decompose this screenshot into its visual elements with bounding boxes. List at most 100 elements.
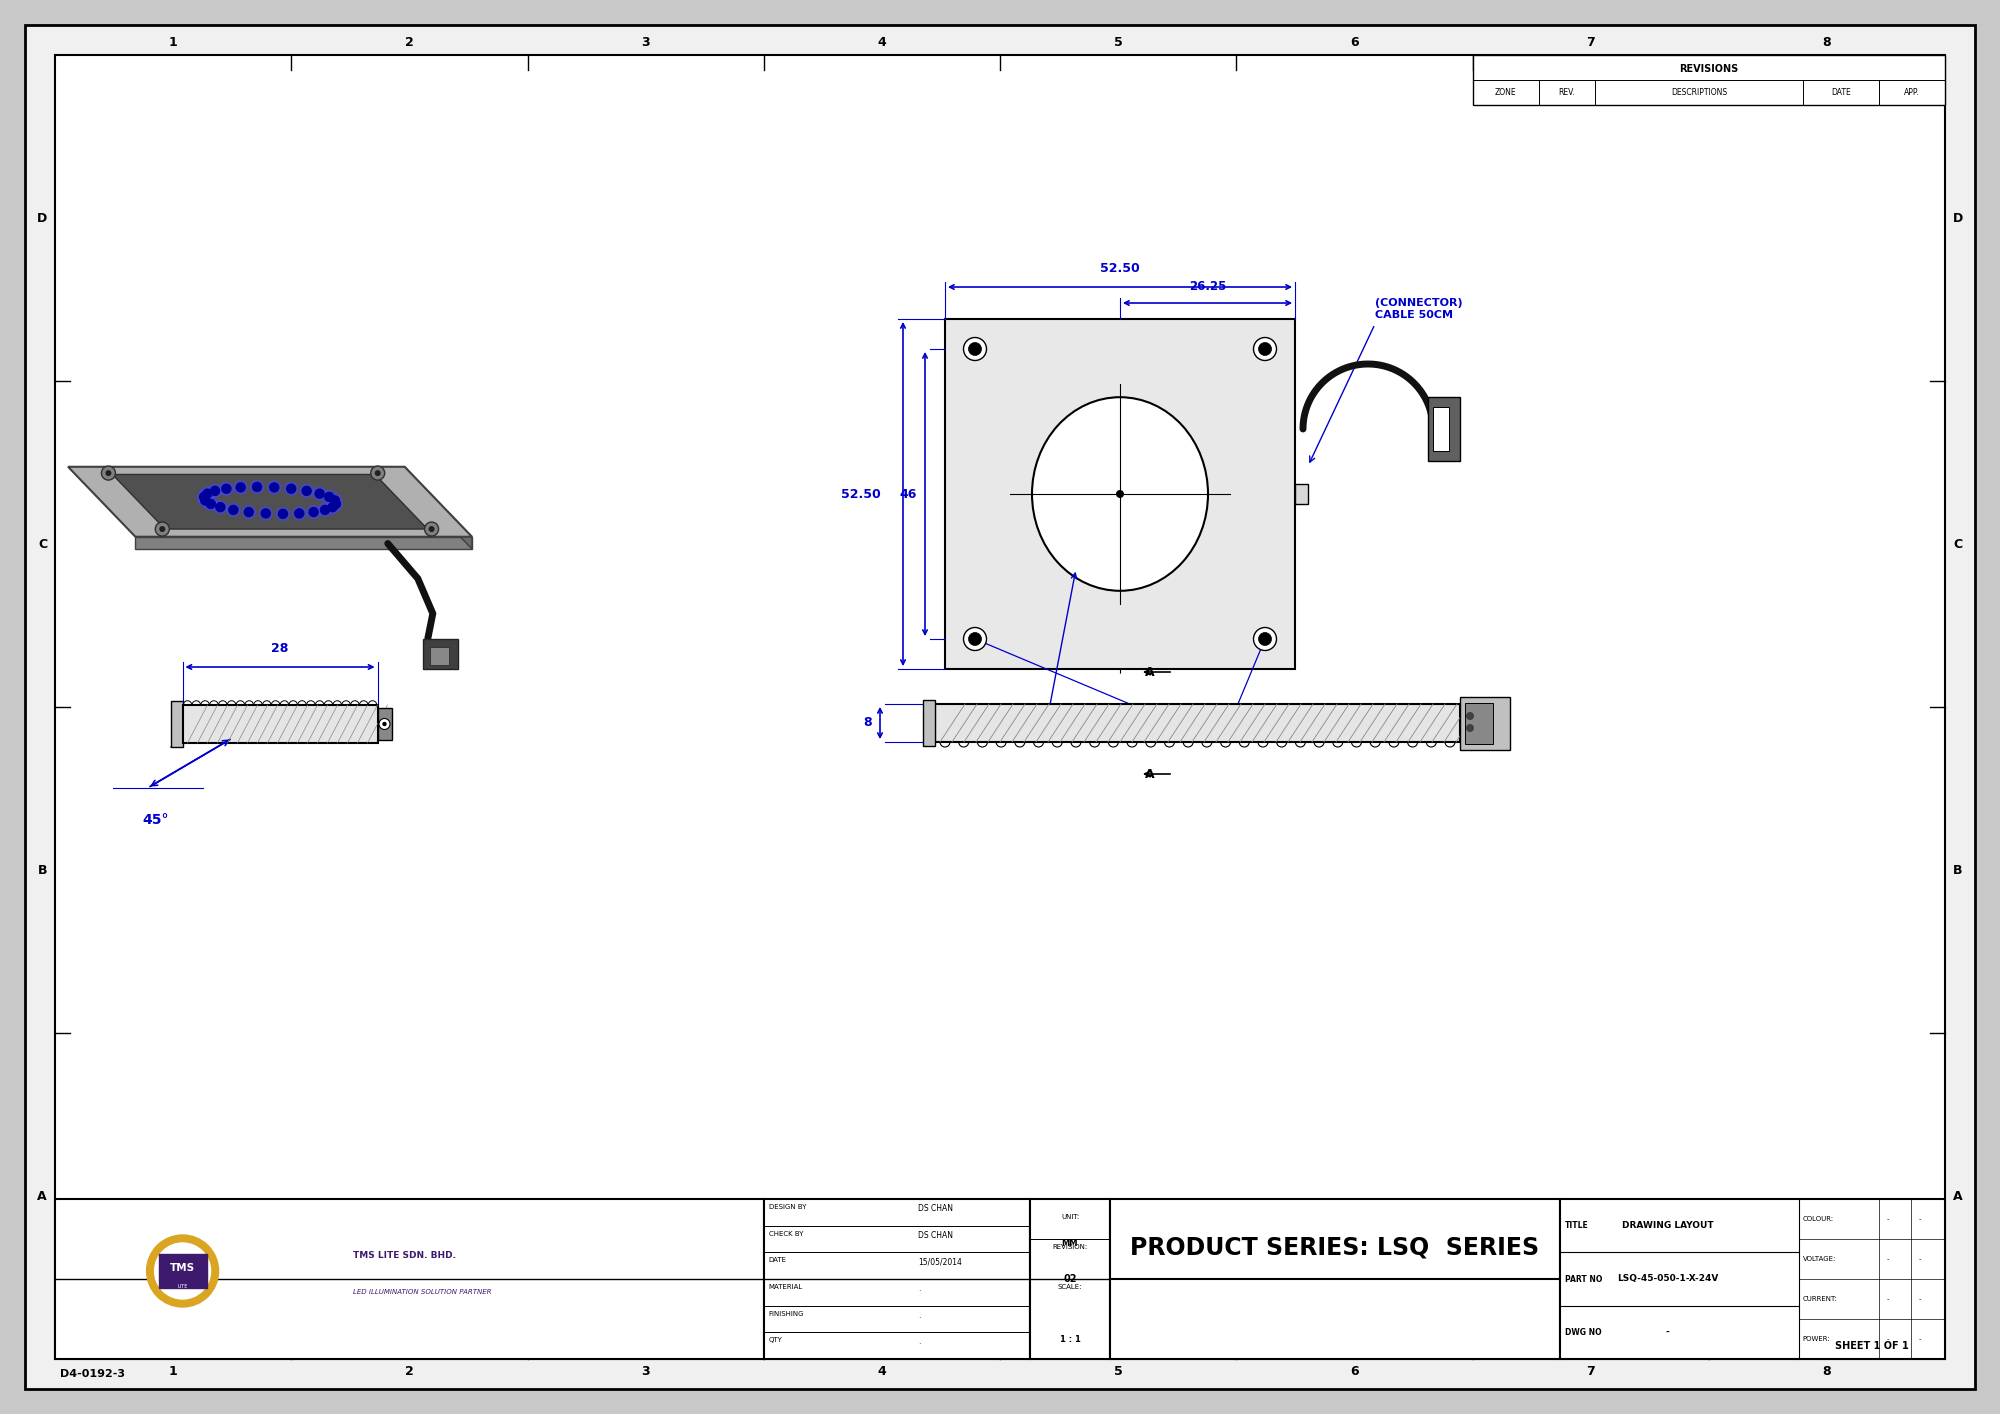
Text: 02: 02: [1064, 1274, 1076, 1284]
Text: 45°: 45°: [142, 813, 170, 827]
Text: CHECK BY: CHECK BY: [768, 1230, 804, 1237]
Text: 2: 2: [406, 35, 414, 49]
Text: -: -: [1886, 1297, 1888, 1302]
Text: LITE: LITE: [178, 1284, 188, 1288]
Text: -: -: [1886, 1336, 1888, 1342]
Text: 3: 3: [642, 35, 650, 49]
Bar: [1110, 1199, 1560, 1359]
Text: A: A: [1144, 666, 1154, 679]
Circle shape: [1258, 632, 1272, 646]
Text: LED ILLUMINATION SOLUTION PARTNER: LED ILLUMINATION SOLUTION PARTNER: [352, 1288, 492, 1295]
Text: DESCRIPTIONS: DESCRIPTIONS: [1672, 88, 1728, 98]
Text: -: -: [1918, 1216, 1920, 1222]
Circle shape: [330, 496, 340, 505]
Circle shape: [198, 491, 210, 503]
Bar: [422, 639, 458, 669]
Text: SCALE:: SCALE:: [1058, 1284, 1082, 1290]
Text: 46: 46: [900, 488, 918, 501]
Circle shape: [236, 484, 246, 492]
Text: REV.: REV.: [1558, 88, 1576, 98]
Text: -: -: [1918, 1297, 1920, 1302]
Text: TITLE: TITLE: [1566, 1222, 1588, 1230]
Polygon shape: [404, 467, 472, 549]
Circle shape: [294, 509, 304, 518]
Circle shape: [252, 482, 262, 492]
Circle shape: [200, 496, 210, 505]
Circle shape: [328, 493, 342, 506]
Text: 7: 7: [1586, 1365, 1596, 1379]
Circle shape: [316, 489, 324, 498]
Text: DS CHAN: DS CHAN: [918, 1203, 954, 1213]
Circle shape: [154, 1243, 210, 1299]
Circle shape: [102, 467, 116, 481]
Text: CURRENT:: CURRENT:: [1802, 1297, 1838, 1302]
Bar: [1030, 1199, 1110, 1359]
Text: DS CHAN: DS CHAN: [918, 1230, 954, 1240]
Circle shape: [278, 509, 288, 519]
Text: 6: 6: [1350, 35, 1358, 49]
Text: REVISIONS: REVISIONS: [1680, 64, 1738, 74]
Circle shape: [146, 1234, 218, 1307]
Text: 1: 1: [168, 35, 178, 49]
Text: .: .: [918, 1311, 920, 1319]
Text: 1 : 1: 1 : 1: [1060, 1335, 1080, 1343]
Text: 52.50: 52.50: [842, 488, 880, 501]
Text: 2: 2: [406, 1365, 414, 1379]
Circle shape: [270, 484, 278, 492]
Ellipse shape: [1032, 397, 1208, 591]
Circle shape: [382, 721, 386, 727]
Text: PRODUCT SERIES: LSQ  SERIES: PRODUCT SERIES: LSQ SERIES: [1130, 1234, 1540, 1258]
Text: PART NO: PART NO: [1566, 1274, 1602, 1284]
Bar: [1464, 703, 1492, 744]
Circle shape: [324, 492, 334, 502]
Text: C: C: [1952, 537, 1962, 550]
Circle shape: [320, 505, 330, 515]
Circle shape: [424, 522, 438, 536]
Text: 4 - TAP M3 ∇ 4 N.S.: 4 - TAP M3 ∇ 4 N.S.: [1180, 725, 1300, 737]
Text: TMS: TMS: [170, 1263, 196, 1273]
Circle shape: [284, 482, 298, 495]
Text: -: -: [1918, 1256, 1920, 1263]
Bar: [1428, 397, 1460, 461]
Bar: [1472, 55, 1944, 105]
Circle shape: [964, 338, 986, 361]
Circle shape: [328, 502, 338, 512]
Circle shape: [250, 481, 264, 493]
Circle shape: [326, 501, 340, 513]
Circle shape: [276, 508, 290, 520]
Text: ZONE: ZONE: [1494, 88, 1516, 98]
Circle shape: [374, 469, 380, 477]
Text: Ø28: Ø28: [1020, 724, 1052, 738]
Text: 7: 7: [1586, 35, 1596, 49]
Circle shape: [222, 484, 230, 493]
Text: 15/05/2014: 15/05/2014: [918, 1257, 962, 1267]
Circle shape: [330, 498, 342, 510]
Text: 1: 1: [168, 1365, 178, 1379]
Circle shape: [1466, 713, 1474, 720]
Bar: [936, 704, 1460, 742]
Circle shape: [234, 481, 248, 493]
Text: MATERIAL: MATERIAL: [768, 1284, 804, 1290]
Text: VOLTAGE:: VOLTAGE:: [1802, 1256, 1836, 1263]
Bar: [764, 1199, 1030, 1359]
Text: -: -: [1666, 1328, 1670, 1336]
Bar: [1460, 697, 1510, 749]
Text: B: B: [1952, 864, 1962, 877]
Circle shape: [202, 489, 212, 498]
Text: D: D: [36, 212, 48, 225]
Circle shape: [1116, 491, 1124, 498]
Circle shape: [292, 506, 306, 520]
Circle shape: [428, 526, 434, 532]
Text: LSQ-45-050-1-X-24V: LSQ-45-050-1-X-24V: [1616, 1274, 1718, 1284]
Polygon shape: [68, 467, 472, 537]
Polygon shape: [136, 537, 472, 549]
Text: .: .: [918, 1284, 920, 1292]
Circle shape: [1254, 338, 1276, 361]
Text: 8: 8: [864, 717, 872, 730]
Text: SHEET 1 OF 1: SHEET 1 OF 1: [1834, 1340, 1908, 1350]
Circle shape: [968, 342, 982, 355]
Text: 8: 8: [1822, 1365, 1832, 1379]
Text: 5: 5: [1114, 35, 1122, 49]
Text: DWG NO: DWG NO: [1566, 1328, 1602, 1336]
Circle shape: [318, 503, 332, 516]
